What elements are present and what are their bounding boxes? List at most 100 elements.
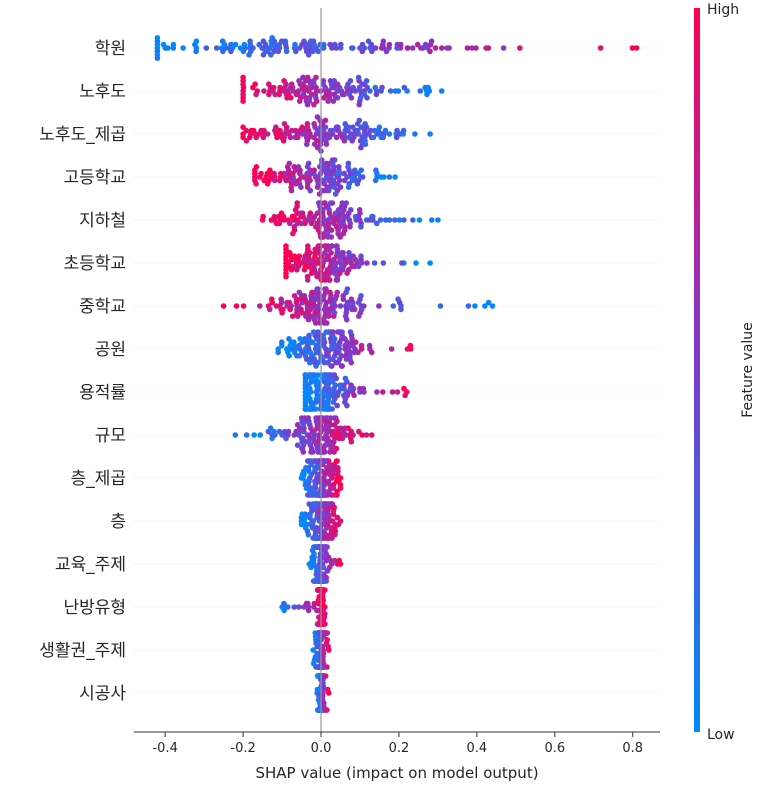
x-tick-label: 0.2 bbox=[389, 741, 410, 756]
shap-point bbox=[302, 372, 309, 378]
shap-point bbox=[342, 425, 348, 432]
shap-point bbox=[304, 277, 311, 283]
shap-point bbox=[301, 293, 308, 299]
shap-point bbox=[273, 220, 280, 227]
shap-point bbox=[343, 356, 350, 363]
shap-point bbox=[314, 372, 321, 378]
x-tick-label: 0.6 bbox=[544, 741, 565, 756]
shap-point bbox=[287, 134, 294, 141]
shap-point bbox=[332, 557, 338, 564]
shap-point bbox=[271, 213, 278, 220]
shap-point bbox=[392, 217, 398, 223]
shap-point bbox=[258, 170, 264, 177]
shap-point bbox=[269, 296, 275, 303]
shap-point bbox=[294, 200, 301, 206]
shap-point bbox=[342, 375, 349, 382]
shap-point bbox=[256, 41, 263, 48]
shap-point bbox=[308, 564, 314, 571]
shap-point bbox=[258, 127, 264, 134]
shap-point bbox=[324, 535, 330, 541]
shap-point bbox=[283, 435, 289, 442]
shap-point bbox=[402, 392, 408, 399]
shap-point bbox=[362, 141, 369, 147]
shap-point bbox=[332, 210, 339, 216]
shap-point bbox=[379, 84, 385, 91]
shap-point bbox=[344, 402, 350, 409]
shap-point bbox=[345, 124, 352, 130]
shap-point bbox=[373, 167, 379, 173]
shap-point bbox=[314, 273, 320, 280]
shap-point bbox=[320, 435, 327, 442]
shap-point bbox=[314, 286, 321, 292]
shap-point bbox=[380, 38, 387, 44]
shap-point bbox=[240, 74, 246, 81]
x-axis-ticks: -0.4 -0.2 0.0 0.2 0.4 0.6 0.8 bbox=[152, 732, 643, 756]
shap-point bbox=[305, 607, 312, 614]
shap-point bbox=[395, 296, 401, 303]
shap-point bbox=[310, 501, 317, 507]
shap-point bbox=[356, 117, 363, 124]
shap-point bbox=[329, 157, 336, 163]
shap-point bbox=[292, 41, 298, 48]
shap-point bbox=[348, 207, 354, 213]
shap-point bbox=[337, 270, 343, 277]
shap-point bbox=[272, 91, 278, 98]
shap-point bbox=[252, 81, 258, 87]
shap-point bbox=[334, 81, 341, 87]
shap-point bbox=[260, 38, 267, 44]
shap-point bbox=[275, 349, 282, 356]
x-tick-label: 0.0 bbox=[311, 741, 332, 756]
shap-point bbox=[278, 170, 284, 177]
shap-point bbox=[367, 127, 374, 134]
shap-point bbox=[331, 449, 337, 455]
feature-label: 중학교 bbox=[79, 297, 126, 317]
shap-point bbox=[313, 224, 319, 230]
shap-point bbox=[298, 184, 304, 190]
shap-point bbox=[260, 134, 267, 141]
shap-point bbox=[334, 492, 340, 498]
shap-point bbox=[296, 253, 303, 259]
shap-point bbox=[358, 342, 365, 349]
shap-point bbox=[243, 138, 250, 144]
shap-point bbox=[264, 181, 271, 187]
shap-point bbox=[413, 260, 419, 266]
shap-point bbox=[331, 415, 338, 421]
shap-point bbox=[424, 91, 430, 98]
shap-point bbox=[322, 277, 329, 283]
shap-point bbox=[444, 45, 450, 51]
shap-point bbox=[323, 286, 329, 292]
shap-point bbox=[232, 41, 239, 48]
shap-point bbox=[170, 41, 177, 48]
shap-point bbox=[323, 353, 330, 359]
shap-point bbox=[315, 587, 322, 593]
shap-point bbox=[359, 48, 366, 55]
shap-point bbox=[370, 134, 377, 141]
shap-point bbox=[332, 531, 338, 538]
shap-point bbox=[325, 98, 332, 104]
shap-point bbox=[337, 382, 344, 389]
feature-label: 노후도 bbox=[79, 82, 126, 102]
shap-point bbox=[289, 213, 296, 220]
shap-point bbox=[264, 131, 271, 137]
shap-point bbox=[357, 385, 363, 392]
shap-point bbox=[326, 277, 333, 283]
shap-point bbox=[305, 316, 312, 323]
shap-point bbox=[287, 220, 293, 227]
x-axis-title: SHAP value (impact on model output) bbox=[255, 764, 538, 782]
shap-point bbox=[350, 84, 357, 91]
shap-point bbox=[220, 303, 227, 309]
shap-point bbox=[427, 260, 433, 266]
shap-point bbox=[283, 48, 290, 55]
shap-point bbox=[517, 45, 523, 51]
shap-point bbox=[396, 217, 403, 223]
shap-point bbox=[266, 91, 272, 98]
shap-point bbox=[343, 316, 350, 323]
shap-point bbox=[333, 359, 339, 366]
shap-point bbox=[304, 141, 310, 147]
shap-point bbox=[304, 74, 311, 81]
shap-point bbox=[337, 485, 344, 492]
shap-point bbox=[303, 465, 309, 471]
shap-point bbox=[329, 363, 335, 369]
shap-point bbox=[315, 492, 322, 498]
shap-point bbox=[374, 220, 380, 227]
